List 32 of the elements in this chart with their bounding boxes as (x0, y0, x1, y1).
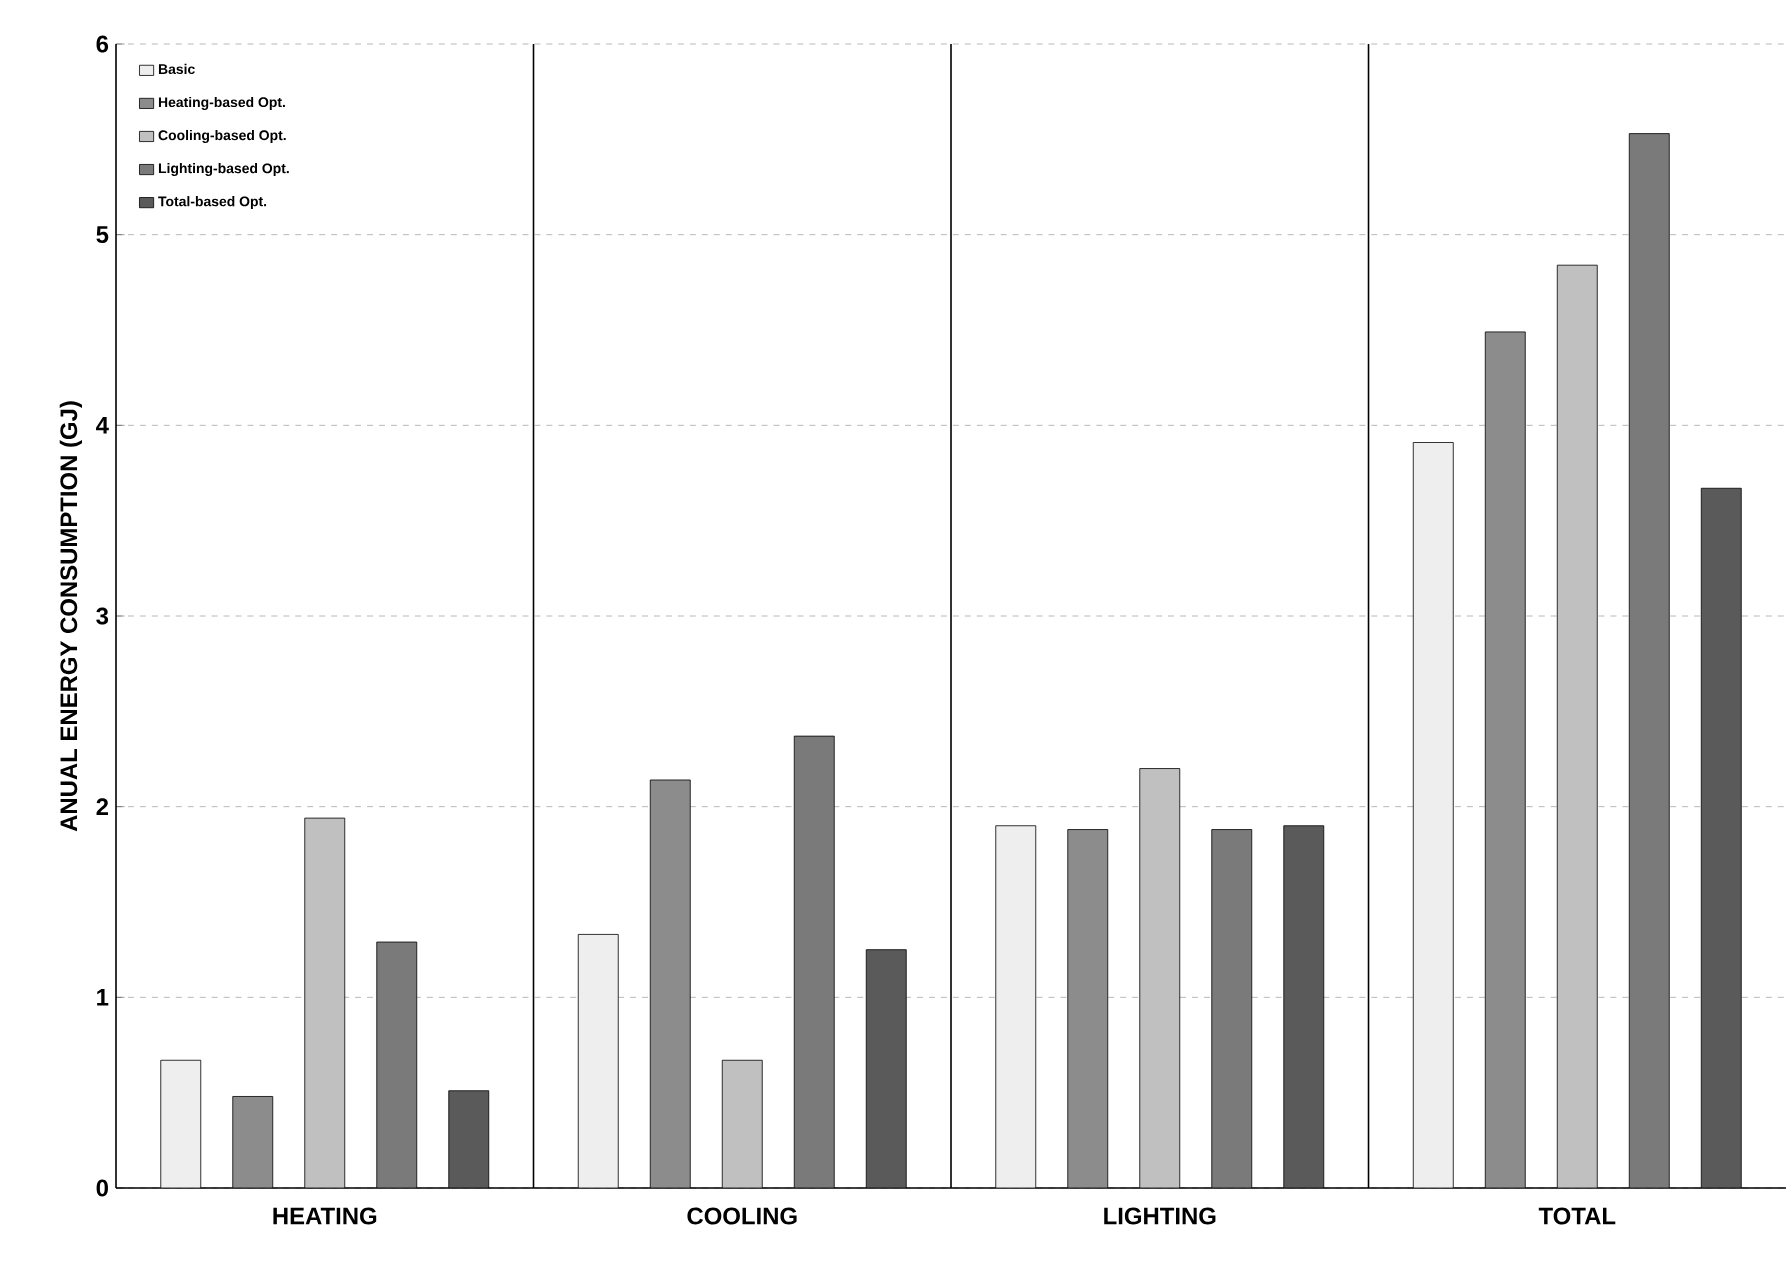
bar (649, 779, 691, 1188)
bar (995, 825, 1037, 1188)
y-tick-label: 3 (96, 607, 109, 625)
y-tick-label: 5 (96, 226, 109, 243)
bar (1283, 825, 1325, 1188)
bar (1700, 487, 1742, 1188)
bar (304, 817, 346, 1188)
y-tick-label: 6 (96, 35, 109, 53)
x-tick-label: TOTAL (1538, 1207, 1616, 1225)
y-tick-label: 0 (96, 1179, 108, 1197)
x-tick-label: COOLING (687, 1207, 797, 1225)
bar (232, 1096, 274, 1188)
bar (1484, 331, 1526, 1188)
bar (160, 1059, 202, 1188)
y-axis-title: ANUAL ENERGY CONSUMPTION (GJ) (59, 401, 82, 832)
bar (577, 934, 619, 1188)
y-tick-label: 2 (96, 798, 109, 816)
bar (1211, 829, 1253, 1188)
bar (1139, 768, 1181, 1188)
bar (1412, 442, 1454, 1188)
x-tick-label: LIGHTING (1104, 1207, 1216, 1225)
bar (793, 735, 835, 1188)
bar (376, 941, 418, 1188)
bar (1556, 264, 1598, 1188)
bar (721, 1059, 763, 1188)
bar (1628, 133, 1670, 1188)
x-tick-label: HEATING (273, 1207, 377, 1225)
bar (1067, 829, 1109, 1188)
bar (448, 1090, 490, 1188)
bar (865, 949, 907, 1188)
y-tick-label: 4 (96, 417, 109, 434)
y-tick-label: 1 (97, 989, 109, 1006)
